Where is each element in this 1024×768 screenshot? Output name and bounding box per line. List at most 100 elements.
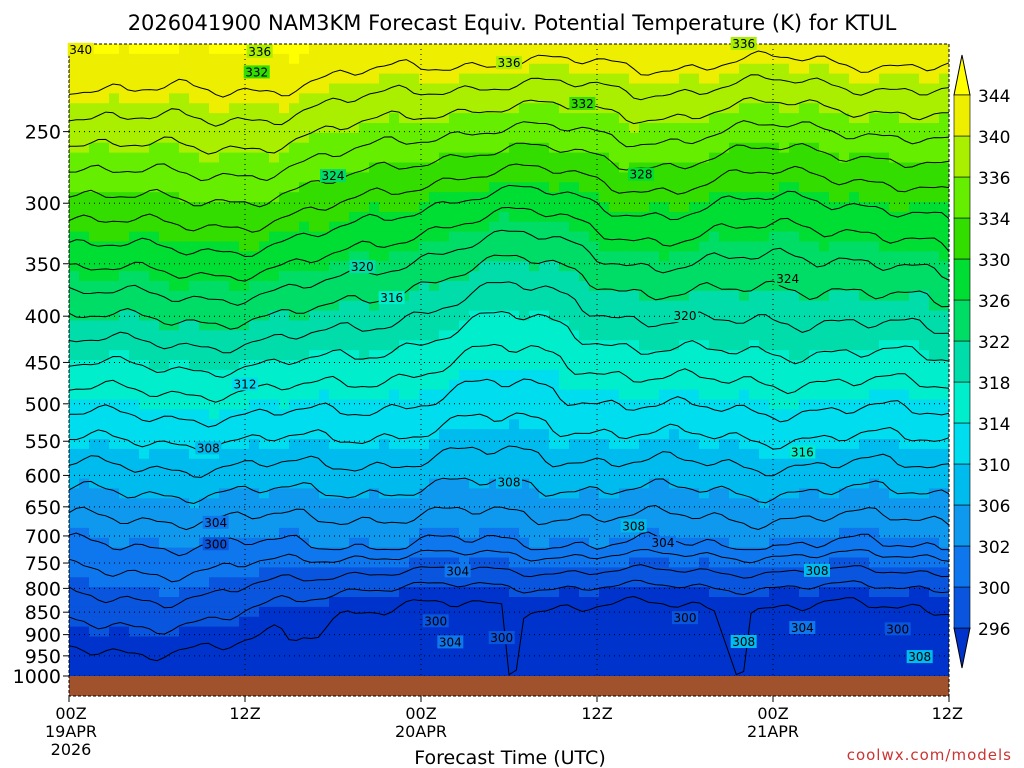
field-cell xyxy=(589,53,600,65)
field-cell xyxy=(589,360,600,371)
field-cell xyxy=(679,241,690,252)
field-cell xyxy=(419,429,430,440)
field-cell xyxy=(839,211,850,223)
field-cell xyxy=(249,508,260,519)
field-cell xyxy=(779,379,790,391)
field-cell xyxy=(619,527,630,539)
field-cell xyxy=(369,527,380,539)
field-cell xyxy=(749,439,760,450)
field-cell xyxy=(119,231,130,243)
field-cell xyxy=(619,636,630,647)
field-cell xyxy=(839,300,850,312)
field-cell xyxy=(789,221,800,233)
field-cell xyxy=(599,439,610,450)
field-cell xyxy=(429,123,440,134)
field-cell xyxy=(429,429,440,440)
field-cell xyxy=(399,53,410,65)
field-cell xyxy=(689,142,700,154)
field-cell xyxy=(539,518,550,529)
field-cell xyxy=(119,202,130,213)
field-cell xyxy=(489,142,500,154)
field-cell xyxy=(259,498,270,509)
field-cell xyxy=(569,379,580,391)
field-cell xyxy=(539,83,550,94)
field-cell xyxy=(619,241,630,252)
field-cell xyxy=(579,399,590,410)
field-cell xyxy=(99,172,110,183)
field-cell xyxy=(79,587,90,598)
field-cell xyxy=(689,360,700,371)
field-cell xyxy=(829,616,840,628)
field-cell xyxy=(489,439,500,450)
field-cell xyxy=(559,389,570,401)
field-cell xyxy=(239,53,250,65)
field-cell xyxy=(229,320,240,331)
field-cell xyxy=(219,271,230,282)
field-cell xyxy=(279,162,290,173)
field-cell xyxy=(449,113,460,124)
field-cell xyxy=(429,369,440,381)
field-cell xyxy=(279,429,290,440)
field-cell xyxy=(619,211,630,223)
field-cell xyxy=(749,192,760,203)
field-cell xyxy=(609,508,620,519)
field-cell xyxy=(459,429,470,440)
field-cell xyxy=(319,73,330,85)
field-cell xyxy=(829,211,840,223)
field-cell xyxy=(109,350,120,361)
field-cell xyxy=(159,626,170,638)
field-cell xyxy=(619,350,630,361)
field-cell xyxy=(829,439,840,450)
field-cell xyxy=(369,567,380,578)
field-cell xyxy=(379,389,390,401)
field-cell xyxy=(129,389,140,401)
field-cell xyxy=(249,488,260,499)
field-cell xyxy=(249,300,260,312)
field-cell xyxy=(499,597,510,608)
field-cell xyxy=(209,379,220,391)
field-cell xyxy=(349,271,360,282)
field-cell xyxy=(819,320,830,331)
field-cell xyxy=(709,172,720,183)
field-cell xyxy=(709,448,720,460)
field-cell xyxy=(69,646,80,657)
field-cell xyxy=(239,478,250,489)
field-cell xyxy=(319,626,330,638)
field-cell xyxy=(329,547,340,559)
field-cell xyxy=(639,142,650,154)
field-cell xyxy=(809,330,820,341)
field-cell xyxy=(309,63,320,75)
field-cell xyxy=(519,261,530,272)
field-cell xyxy=(509,429,520,440)
field-cell xyxy=(329,508,340,519)
field-cell xyxy=(79,103,90,114)
field-cell xyxy=(789,211,800,223)
field-cell xyxy=(129,468,140,480)
field-cell xyxy=(269,192,280,203)
field-cell xyxy=(339,379,350,391)
field-cell xyxy=(409,44,420,55)
field-cell xyxy=(399,271,410,282)
field-cell xyxy=(209,567,220,578)
field-cell xyxy=(179,429,190,440)
field-cell xyxy=(749,498,760,509)
field-cell xyxy=(189,488,200,499)
field-cell xyxy=(769,577,780,588)
field-cell xyxy=(569,448,580,460)
field-cell xyxy=(529,547,540,559)
field-cell xyxy=(149,488,160,499)
field-cell xyxy=(599,369,610,381)
field-cell xyxy=(149,468,160,480)
field-cell xyxy=(239,567,250,578)
field-cell xyxy=(279,142,290,154)
field-cell xyxy=(659,508,670,519)
field-cell xyxy=(839,597,850,608)
field-cell xyxy=(569,369,580,381)
field-cell xyxy=(659,448,670,460)
field-cell xyxy=(139,587,150,598)
field-cell xyxy=(149,340,160,351)
field-cell xyxy=(499,409,510,420)
field-cell xyxy=(119,419,130,430)
field-cell xyxy=(299,211,310,223)
field-cell xyxy=(809,350,820,361)
